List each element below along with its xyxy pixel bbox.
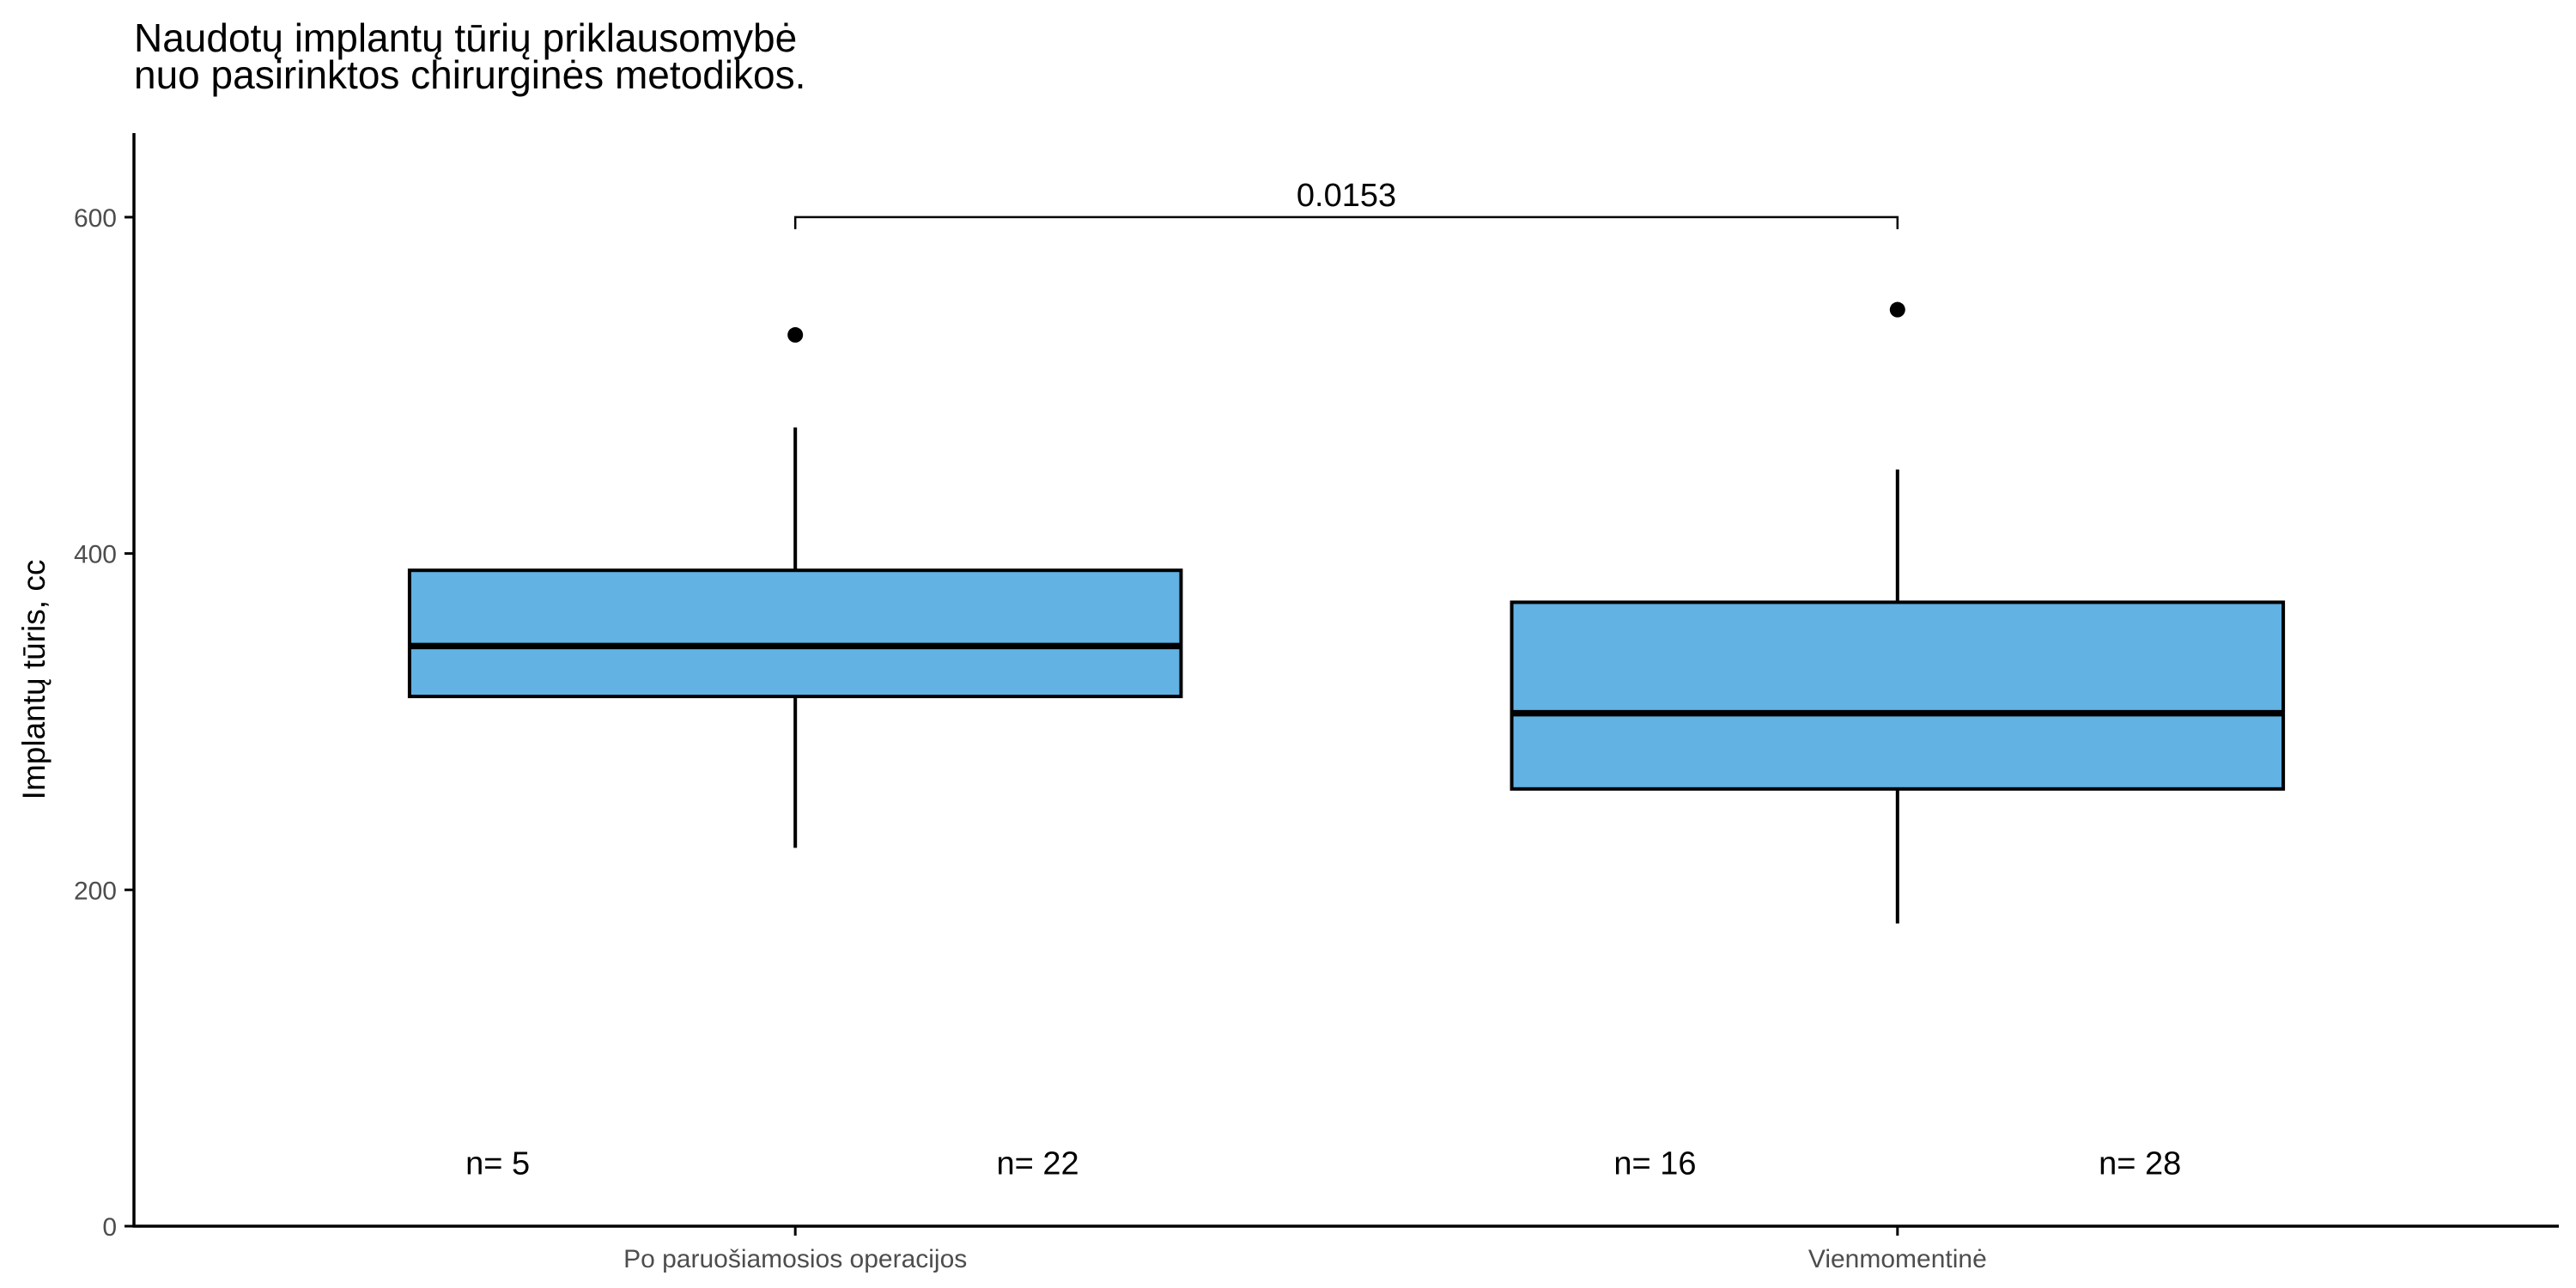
chart-title-line: Naudotų implantų tūrių priklausomybė <box>134 15 797 60</box>
boxes <box>407 301 2286 924</box>
y-axis-title: Implantų tūris, cc <box>16 560 52 800</box>
count-label: n= 5 <box>465 1146 530 1182</box>
chart-title-line: nuo pasirinktos chirurginės metodikos. <box>134 52 805 97</box>
count-label: n= 22 <box>997 1146 1079 1182</box>
axes: 0 200 400 600 Po paruošiamosios operacijos Vi… <box>74 133 2559 1273</box>
x-tick-label: Po paruošiamosios operacijos <box>623 1245 967 1273</box>
outlier-point <box>787 327 804 343</box>
chart-title: Naudotų implantų tūrių priklausomybėnuo … <box>134 15 805 97</box>
y-tick-label: 400 <box>74 541 117 569</box>
y-tick-label: 600 <box>74 204 117 233</box>
comparison-line <box>793 216 1899 229</box>
count-label: n= 28 <box>2099 1146 2181 1182</box>
y-tick-label: 200 <box>74 877 117 905</box>
count-labels: n= 5 n= 22 n= 16 n= 28 <box>465 1146 2181 1182</box>
x-tick-label: Vienmomentinė <box>1808 1245 1987 1273</box>
count-label: n= 16 <box>1613 1146 1696 1182</box>
y-axis-title-group: Implantų tūris, cc <box>16 560 52 800</box>
comparison-bracket: 0.0153 <box>793 178 1899 229</box>
box-iqr <box>407 568 1183 699</box>
p-value-label: 0.0153 <box>1297 178 1396 214</box>
box-iqr <box>1510 600 2286 791</box>
outlier-point <box>1889 301 1905 318</box>
y-tick-label: 0 <box>102 1213 117 1242</box>
